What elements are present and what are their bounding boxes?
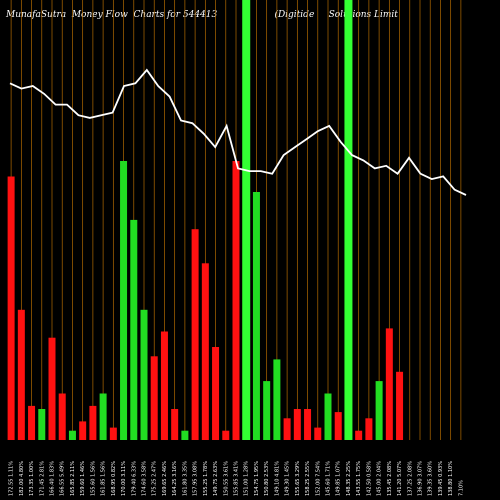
volume-bars — [7, 0, 404, 440]
x-tick-label: 155.25 1.78% — [203, 461, 209, 496]
x-tick-label: 168.95 0.82% — [111, 461, 117, 496]
x-tick-label: 179.40 6.33% — [131, 461, 137, 496]
volume-bar — [191, 229, 199, 440]
volume-bar — [273, 359, 281, 440]
x-tick-label: 166.55 5.49% — [60, 461, 66, 496]
x-tick-label: 152.00 7.54% — [315, 461, 321, 496]
volume-bar — [99, 393, 107, 440]
volume-bar — [140, 309, 148, 440]
volume-bar — [109, 427, 117, 440]
volume-bar — [252, 192, 260, 440]
x-tick-label: 157.95 3.08% — [193, 461, 199, 496]
volume-bar — [396, 371, 404, 440]
x-tick-label: 150.80 2.53% — [264, 461, 270, 496]
x-tick-label: 161.85 1.56% — [101, 461, 107, 496]
x-tick-label: 141.20 5.07% — [397, 461, 403, 496]
x-tick-label: 143.55 1.75% — [356, 461, 362, 496]
x-tick-label: 136.90 3.07% — [418, 461, 424, 496]
price-line-layer — [9, 68, 467, 196]
x-tick-label: 151.00 1.28% — [244, 461, 250, 496]
x-tick-label: 175.25 2.47% — [152, 461, 158, 496]
x-tick-label: 7.10% — [458, 480, 464, 496]
volume-bar — [79, 421, 87, 440]
x-axis-labels: 172.55 1.11% 182.00 4.80% 173.35 1.00% 171.… — [9, 461, 465, 496]
x-tick-label: 145.60 1.71% — [326, 461, 332, 496]
price-line — [9, 68, 467, 196]
x-tick-label: 154.75 1.95% — [254, 461, 260, 496]
x-tick-label: 155.85 3.41% — [234, 461, 240, 496]
volume-bar — [365, 418, 373, 440]
x-tick-label: 150.55 3.61% — [223, 461, 229, 496]
x-tick-label: 138.80 1.10% — [448, 461, 454, 496]
volume-bar — [314, 427, 322, 440]
volume-bar — [283, 418, 291, 440]
x-tick-label: 159.60 1.46% — [80, 461, 86, 496]
volume-bar — [293, 409, 301, 440]
x-tick-label: 142.50 0.58% — [366, 461, 372, 496]
x-tick-label: 148.35 2.25% — [346, 461, 352, 496]
x-tick-label: 149.85 1.07% — [336, 461, 342, 496]
volume-bar — [28, 405, 36, 440]
x-tick-label: 164.25 3.16% — [172, 461, 178, 496]
x-tick-label: 173.35 1.00% — [29, 461, 35, 496]
x-tick-label: 155.60 1.56% — [90, 461, 96, 496]
volume-bar — [375, 381, 383, 440]
volume-bar — [130, 219, 138, 440]
x-tick-label: 139.35 3.60% — [428, 461, 434, 496]
volume-bar — [263, 381, 271, 440]
volume-bar — [68, 430, 76, 440]
x-tick-label: 170.00 3.11% — [121, 461, 127, 496]
volume-bar — [160, 331, 168, 440]
x-tick-label: 149.30 1.45% — [285, 461, 291, 496]
volume-bar — [222, 430, 230, 440]
x-tick-label: 172.55 1.11% — [9, 461, 15, 496]
x-tick-label: 161.80 3.35% — [182, 461, 188, 496]
volume-bar — [355, 430, 363, 440]
volume-bar — [150, 356, 158, 440]
x-tick-label: 155.65 3.29% — [295, 461, 301, 496]
volume-bar — [212, 347, 220, 440]
x-tick-label: 182.00 4.80% — [19, 461, 25, 496]
volume-bar — [201, 263, 209, 440]
x-tick-label: 139.45 0.93% — [438, 461, 444, 496]
volume-bar — [304, 409, 312, 440]
volume-bar — [17, 309, 25, 440]
volume-bar — [89, 405, 97, 440]
x-tick-label: 171.45 2.81% — [39, 461, 45, 496]
volume-bar — [344, 0, 353, 440]
volume-bar — [181, 430, 189, 440]
x-tick-label: 169.65 2.46% — [162, 461, 168, 496]
volume-bar — [171, 409, 179, 440]
volume-bar — [7, 176, 15, 440]
volume-bar — [242, 0, 251, 440]
volume-bar — [38, 409, 46, 440]
volume-bar — [324, 393, 332, 440]
x-tick-label: 137.25 2.08% — [407, 461, 413, 496]
volume-bar — [48, 337, 56, 440]
x-tick-label: 158.25 2.55% — [305, 461, 311, 496]
x-tick-label: 149.10 4.81% — [274, 461, 280, 496]
x-tick-label: 165.85 2.11% — [70, 461, 76, 496]
x-tick-label: 174.60 3.58% — [142, 461, 148, 496]
x-tick-label: 149.75 2.63% — [213, 461, 219, 496]
x-tick-label: 145.00 2.04% — [377, 461, 383, 496]
volume-bar — [334, 412, 342, 440]
volume-bar — [385, 328, 393, 440]
volume-bar — [120, 161, 128, 440]
volume-bar — [232, 161, 240, 440]
x-tick-label: 166.40 1.83% — [50, 461, 56, 496]
x-tick-label: 135.45 2.08% — [387, 461, 393, 496]
volume-bar — [58, 393, 66, 440]
